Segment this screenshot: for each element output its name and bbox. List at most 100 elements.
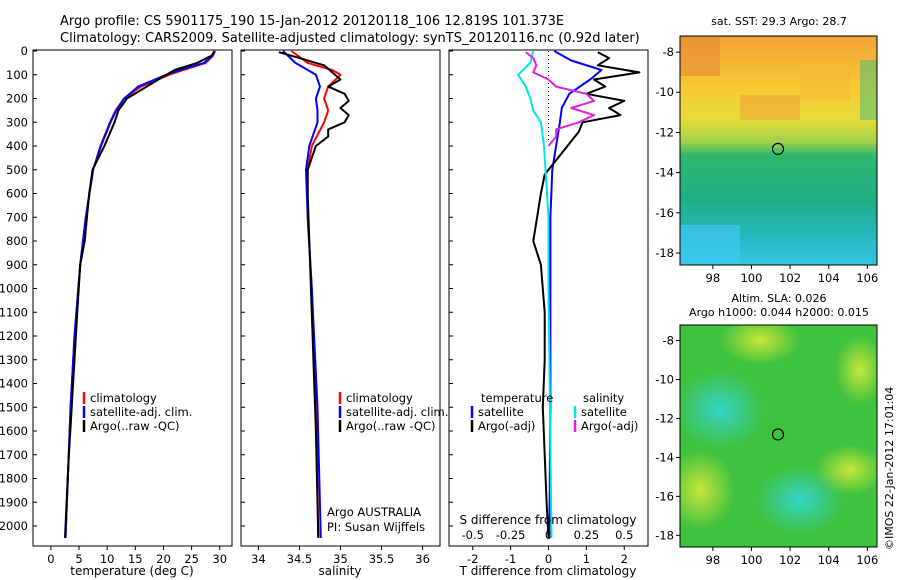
sla-low-spot (835, 335, 877, 405)
difference-chart: -2 -1 0 1 2-0.5 -0.25 0 0.25 0.5 (449, 50, 641, 566)
map-y-tick-label: -12 (655, 411, 674, 425)
series-line-t-satellite (548, 50, 603, 538)
depth-tick-label: 1000 (0, 282, 28, 296)
depth-tick-label: 0 (21, 44, 28, 58)
depth-tick-label: 1100 (0, 305, 28, 319)
series-line-argo (64, 51, 215, 538)
sla-heatmap (680, 325, 877, 547)
salinity-legend: climatology satellite-adj. clim. Argo(..… (338, 391, 448, 433)
argo-position-marker (771, 142, 785, 155)
depth-tick-label: 700 (6, 210, 28, 224)
x-tick-label: 34.5 (287, 552, 313, 566)
depth-tick-label: 1800 (0, 472, 28, 486)
map-y-tick-label: -10 (655, 85, 674, 99)
map-x-tick-label: 100 (740, 553, 762, 567)
argo-program-label: Argo AUSTRALIA (327, 505, 421, 519)
map-x-tick-label: 102 (779, 271, 801, 285)
x-tick-label: 10 (100, 552, 115, 566)
legend-argo-label: Argo(..raw -QC) (90, 419, 180, 433)
series-line-t-argo-adj- (532, 51, 641, 538)
x-tick-label: 1 (583, 552, 590, 566)
legend-argo-label: Argo(..raw -QC) (346, 419, 436, 433)
x-tick-label: 25 (184, 552, 199, 566)
depth-tick-label: 1600 (0, 424, 28, 438)
map-y-tick-label: -18 (655, 528, 674, 542)
series-line-s-satellite (517, 50, 553, 538)
depth-axis: 0 100 200 300 400 500 600 700 800 900 1000 1100 1200… (0, 44, 28, 533)
depth-tick-label: 1300 (0, 353, 28, 367)
argo-position-marker (771, 428, 785, 441)
legend-sat-label: satellite-adj. clim. (90, 405, 192, 419)
depth-tick-label: 2000 (0, 519, 28, 533)
temperature-xlabel: temperature (deg C) (70, 564, 193, 578)
depth-tick-label: 1900 (0, 495, 28, 509)
map-x-tick-label: 98 (706, 271, 721, 285)
map-y-tick-label: -8 (663, 45, 674, 59)
header-line2: Climatology: CARS2009. Satellite-adjuste… (60, 31, 640, 46)
sst-warm-patch (740, 95, 800, 120)
map-x-tick-label: 106 (856, 271, 878, 285)
argo-pi-label: PI: Susan Wijffels (327, 520, 425, 534)
salinity-xlabel: salinity (318, 564, 361, 578)
sla-low-spot (680, 450, 735, 530)
map-y-tick-label: -12 (655, 125, 674, 139)
legend-s-argo-label: Argo(-adj) (581, 419, 638, 433)
sst-cool-patch (680, 225, 740, 265)
map-y-tick-label: -10 (655, 373, 674, 387)
map-y-tick-label: -14 (655, 166, 674, 180)
series-line-argo (278, 51, 350, 538)
sla-map-axes: 98 100 102 104 106 -8 -10 -12 -14 -16 -18 (655, 334, 878, 567)
sst-map-axes: 98 100 102 104 106 -8 -10 -12 -14 -16 -18 (655, 45, 878, 285)
depth-tick-label: 200 (6, 92, 28, 106)
depth-tick-label: 500 (6, 163, 28, 177)
temperature-legend: climatology satellite-adj. clim. Argo(..… (82, 391, 192, 433)
series-line-satellite-adj-clim- (64, 50, 216, 538)
x-tick-label: 15 (128, 552, 143, 566)
map-x-tick-label: 100 (740, 271, 762, 285)
x-tick-label: 20 (156, 552, 171, 566)
temperature-chart: 0 5 10 15 20 25 30 (33, 50, 227, 566)
series-line-climatology (64, 50, 217, 538)
depth-tick-label: 1700 (0, 448, 28, 462)
temperature-panel-frame (32, 49, 233, 547)
series-line-s-argo-adj- (525, 51, 595, 147)
sst-green-patch (860, 60, 877, 120)
map-y-tick-label: -16 (655, 206, 674, 220)
difference-legend: temperature satellite Argo(-adj) salinit… (470, 391, 638, 433)
map-x-tick-label: 98 (706, 553, 721, 567)
salinity-chart: 34 34.5 35 35.5 36 (241, 50, 430, 566)
sst-warm-patch (800, 70, 850, 100)
map-x-tick-label: 104 (818, 271, 840, 285)
map-y-tick-label: -16 (655, 489, 674, 503)
header-line1: Argo profile: CS 5901175_190 15-Jan-2012… (60, 14, 564, 29)
x-tick-label: 30 (212, 552, 227, 566)
imos-credit: ©IMOS 22-Jan-2012 17:01:04 (883, 387, 896, 550)
sla-high-spot (680, 370, 765, 450)
map-y-tick-label: -18 (655, 246, 674, 260)
sst-title: sat. SST: 29.3 Argo: 28.7 (711, 15, 847, 28)
legend-t-argo-label: Argo(-adj) (478, 419, 535, 433)
map-x-tick-label: 106 (856, 553, 878, 567)
sst-heatmap (680, 36, 877, 265)
legend-temperature-title: temperature (481, 391, 553, 405)
top-tick-label: -0.5 (462, 528, 484, 542)
legend-clim-label: climatology (90, 391, 157, 405)
difference-xlabel: T difference from climatology (459, 564, 637, 578)
depth-tick-label: 600 (6, 187, 28, 201)
x-tick-label: 35 (333, 552, 348, 566)
depth-tick-label: 800 (6, 234, 28, 248)
x-tick-label: 2 (621, 552, 628, 566)
x-tick-label: 5 (75, 552, 82, 566)
sla-subtitle: Argo h1000: 0.044 h2000: 0.015 (689, 306, 869, 319)
depth-tick-label: 100 (6, 68, 28, 82)
map-y-tick-label: -14 (655, 450, 674, 464)
x-tick-label: 35.5 (369, 552, 395, 566)
legend-salinity-title: salinity (583, 391, 624, 405)
legend-s-sat-label: satellite (581, 405, 627, 419)
top-tick-label: 0.5 (615, 528, 633, 542)
x-tick-label: 0 (545, 552, 552, 566)
sla-low-spot (720, 325, 800, 365)
sla-map-frame (679, 324, 878, 548)
depth-tick-label: 1200 (0, 329, 28, 343)
